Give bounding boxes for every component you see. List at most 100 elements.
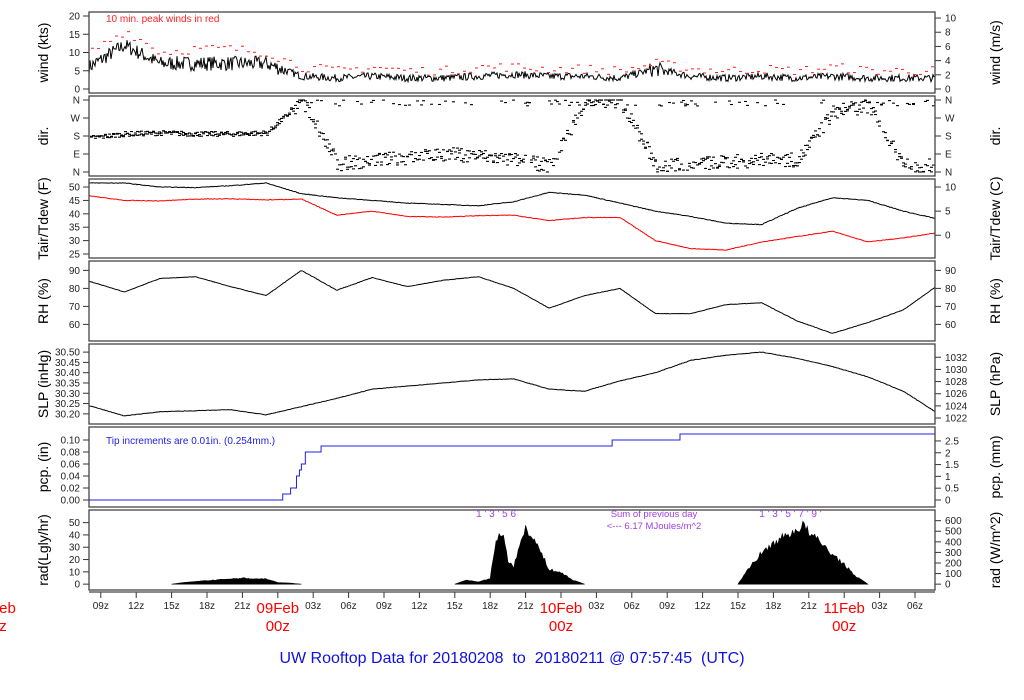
y-tick-label-right: E — [945, 150, 952, 161]
y-axis-label-right: dir. — [987, 127, 1003, 146]
x-tick-label: 21z — [801, 601, 817, 612]
y-tick-label-left: 0.06 — [61, 460, 81, 471]
panel-wind: 0 5 10 15 20 0 2 4 6 8 10 wind (kts) wind (m/s) 10 mi… — [35, 11, 1003, 96]
daily-sum-label: Sum of previous day — [611, 509, 698, 520]
y-tick-label-right: 10 — [945, 14, 957, 25]
x-tick-label: 12z — [411, 601, 427, 612]
y-tick-label-right: N — [945, 96, 952, 107]
y-tick-label-right: N — [945, 168, 952, 179]
x-tick-label: 09z — [93, 601, 109, 612]
plot-area-slp — [89, 351, 935, 417]
y-axis-label-left: dir. — [35, 127, 51, 146]
y-tick-label-right: 0 — [945, 496, 951, 507]
x-tick-label: 12z — [695, 601, 711, 612]
y-axis-label-right: RH (%) — [987, 278, 1003, 324]
y-tick-label-left: 0 — [74, 580, 80, 591]
date-label-hour: 00z — [832, 618, 856, 635]
x-tick-label: 18z — [199, 601, 215, 612]
y-tick-label-right: 6 — [945, 42, 951, 53]
y-axis-label-left: Tair/Tdew (F) — [35, 177, 51, 259]
panel-annotation: Tip increments are 0.01in. (0.254mm.) — [106, 436, 275, 447]
y-tick-label-right: 1.5 — [945, 460, 959, 471]
y-tick-label-left: N — [73, 96, 80, 107]
panel-frame — [88, 260, 936, 342]
y-tick-label-left: 20 — [69, 555, 81, 566]
y-axis-label-left: RH (%) — [35, 278, 51, 324]
y-tick-label-left: 20 — [69, 12, 81, 23]
y-tick-label-right: 0 — [945, 85, 951, 96]
y-tick-label-left: N — [73, 168, 80, 179]
slp-series — [89, 351, 935, 417]
panel-frame — [88, 509, 936, 591]
y-tick-label-right: 4 — [945, 56, 951, 67]
y-tick-label-right: 400 — [945, 537, 962, 548]
y-tick-label-left: 0 — [74, 85, 80, 96]
y-tick-label-left: 30.50 — [55, 348, 80, 359]
y-axis-label-right: Tair/Tdew (C) — [987, 176, 1003, 260]
date-label-day: 08Feb — [0, 600, 16, 617]
y-tick-label-right: 60 — [945, 320, 957, 331]
y-tick-label-left: 35 — [69, 223, 81, 234]
y-tick-label-right: 1022 — [945, 414, 968, 425]
y-tick-label-left: 10 — [69, 48, 81, 59]
panel-rh: 60 70 80 90 60 70 80 90 RH (%) RH (%) — [35, 260, 1003, 342]
y-tick-label-right: 0 — [945, 580, 951, 591]
y-tick-label-right: 80 — [945, 284, 957, 295]
x-tick-label: 03z — [872, 601, 888, 612]
y-tick-label-left: 60 — [69, 320, 81, 331]
panel-annotation: 10 min. peak winds in red — [106, 14, 219, 25]
y-tick-label-left: 25 — [69, 250, 81, 261]
y-tick-label-right: 70 — [945, 302, 957, 313]
y-tick-label-left: 30.45 — [55, 358, 80, 369]
y-tick-label-right: 500 — [945, 527, 962, 538]
y-tick-label-left: 50 — [69, 518, 81, 529]
x-tick-label: 15z — [730, 601, 746, 612]
y-tick-label-left: 10 — [69, 567, 81, 578]
tdew-series — [89, 195, 935, 251]
panel-frame — [88, 95, 936, 177]
wind-series — [89, 40, 935, 84]
y-tick-label-right: 1 — [945, 472, 951, 483]
x-tick-label: 03z — [305, 601, 321, 612]
y-tick-label-left: 30 — [69, 543, 81, 554]
y-tick-label-left: 0.02 — [61, 484, 81, 495]
y-tick-label-right: 90 — [945, 266, 957, 277]
panel-frame — [88, 11, 936, 94]
y-tick-label-right: 1024 — [945, 401, 968, 412]
y-axis-label-right: rad (W/m^2) — [987, 512, 1003, 589]
y-tick-label-right: 1028 — [945, 377, 968, 388]
y-tick-label-right: 1032 — [945, 353, 968, 364]
x-tick-label: 03z — [588, 601, 604, 612]
y-tick-label-left: 40 — [69, 209, 81, 220]
radiation-area — [737, 520, 869, 585]
tair-series — [89, 182, 935, 226]
y-tick-label-right: 2.5 — [945, 436, 959, 447]
y-tick-label-right: 10 — [945, 183, 957, 194]
y-tick-label-left: 50 — [69, 183, 81, 194]
y-tick-label-left: 0.00 — [61, 496, 81, 507]
y-axis-label-left: wind (kts) — [35, 23, 51, 84]
y-axis-label-left: rad(Lgly/hr) — [35, 514, 51, 586]
x-tick-label: 21z — [234, 601, 250, 612]
x-tick-label: 15z — [164, 601, 180, 612]
x-tick-label: 12z — [128, 601, 144, 612]
y-tick-label-left: E — [73, 150, 80, 161]
panel-frame — [88, 426, 936, 508]
date-label-hour: 00z — [266, 618, 290, 635]
y-tick-label-left: 5 — [74, 66, 80, 77]
y-tick-label-left: S — [73, 132, 80, 143]
y-tick-label-left: 30.30 — [55, 389, 80, 400]
x-tick-label: 18z — [482, 601, 498, 612]
x-tick-label: 06z — [341, 601, 357, 612]
y-tick-label-left: 30.40 — [55, 368, 80, 379]
y-tick-label-left: 45 — [69, 196, 81, 207]
y-tick-label-right: 2 — [945, 448, 951, 459]
panel-frame — [88, 343, 936, 425]
plot-area-rh — [89, 270, 935, 334]
date-label-hour: 00z — [0, 618, 7, 635]
y-tick-label-right: 8 — [945, 28, 951, 39]
x-tick-label: 09z — [376, 601, 392, 612]
y-tick-label-left: 70 — [69, 302, 81, 313]
x-axis: 09z 12z 15z 18z 21z 03z 06z 09z 12z 15z 18z 21z 03z 0… — [0, 591, 935, 635]
